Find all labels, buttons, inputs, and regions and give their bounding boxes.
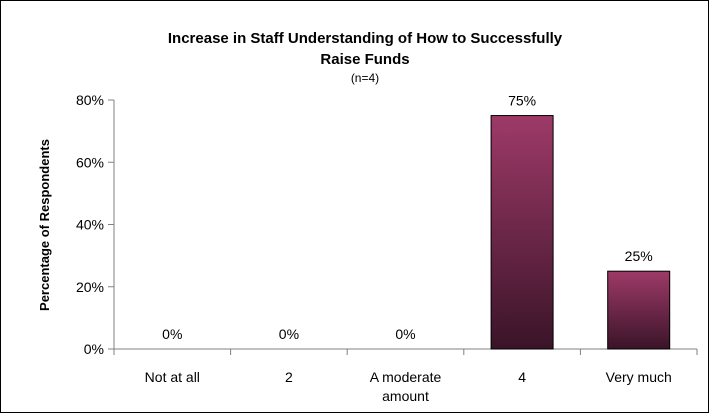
chart-subtitle: (n=4) bbox=[351, 71, 379, 85]
x-tick-label: 2 bbox=[285, 369, 293, 385]
y-axis-label: Percentage of Respondents bbox=[37, 139, 52, 311]
data-label: 0% bbox=[162, 326, 182, 342]
data-label: 0% bbox=[279, 326, 299, 342]
axes-group: 0% 20% 40% 60% 80% bbox=[76, 92, 698, 357]
bar bbox=[490, 115, 554, 350]
x-tick-label: Not at all bbox=[145, 369, 200, 385]
x-tick-label: 4 bbox=[518, 369, 526, 385]
y-tick-label: 80% bbox=[76, 92, 104, 108]
x-tick-label: A moderate amount bbox=[370, 369, 442, 404]
x-tick-label: Very much bbox=[606, 369, 672, 385]
y-tick-label: 0% bbox=[84, 341, 104, 357]
data-label: 0% bbox=[395, 326, 415, 342]
data-label: 75% bbox=[508, 93, 536, 109]
bars-group bbox=[490, 115, 671, 350]
y-tick-label: 40% bbox=[76, 217, 104, 233]
labels-group: Not at all 0% 2 0% A moderate amount 0% 4 75% Ver… bbox=[145, 93, 672, 404]
data-label: 25% bbox=[625, 248, 653, 264]
y-tick-label: 20% bbox=[76, 279, 104, 295]
bar bbox=[607, 270, 671, 350]
y-tick-label: 60% bbox=[76, 154, 104, 170]
chart-title-line-2: Raise Funds bbox=[320, 51, 409, 68]
chart-title-line-1: Increase in Staff Understanding of How t… bbox=[168, 30, 563, 47]
